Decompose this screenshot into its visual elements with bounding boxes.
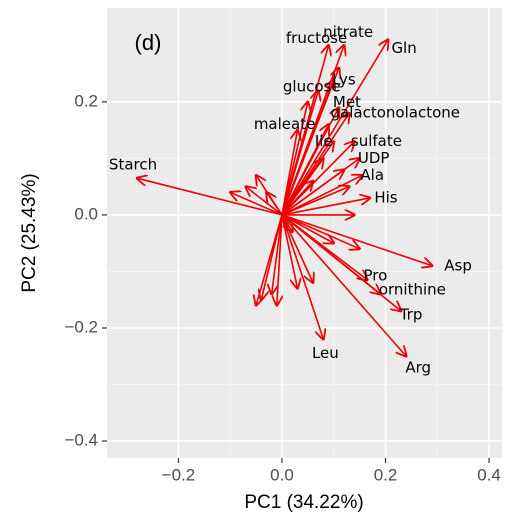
- variable-label: Lys: [332, 70, 356, 88]
- variable-label: nitrate: [323, 23, 373, 41]
- loading-arrow: [277, 214, 282, 305]
- variable-label: galactonolactone: [331, 104, 460, 122]
- variable-label: maleate: [254, 115, 316, 133]
- loading-arrow: [281, 79, 334, 216]
- variable-label: UDP: [358, 149, 390, 167]
- variable-label: Arg: [405, 359, 431, 377]
- y-tick-label: −0.2: [64, 317, 98, 336]
- loading-arrow: [281, 158, 323, 216]
- x-tick-label: 0.4: [477, 465, 501, 484]
- loading-arrow: [281, 198, 370, 216]
- variable-label: Pro: [364, 266, 388, 284]
- x-axis-title: PC1 (34.22%): [244, 492, 363, 513]
- loading-arrow: [281, 214, 401, 311]
- y-axis-title: PC2 (25.43%): [19, 173, 40, 292]
- loading-arrow: [256, 214, 283, 305]
- loading-arrow: [246, 187, 283, 216]
- loading-arrow: [137, 178, 283, 216]
- loading-arrow: [281, 214, 323, 339]
- loading-arrow: [281, 124, 329, 216]
- variable-label: sulfate: [351, 132, 402, 150]
- loading-arrow: [281, 102, 308, 216]
- loading-arrow: [281, 91, 318, 216]
- x-tick-label: −0.2: [162, 465, 196, 484]
- loading-arrow: [281, 214, 292, 232]
- loading-arrow: [281, 187, 349, 216]
- loading-arrow: [266, 192, 283, 216]
- x-tick-label: 0.2: [374, 465, 398, 484]
- loading-arrow: [281, 214, 406, 356]
- variable-label: Gln: [391, 39, 416, 57]
- x-tick-label: 0.0: [270, 465, 294, 484]
- variable-label: glucose: [283, 78, 341, 96]
- y-tick-label: −0.4: [64, 431, 98, 450]
- variable-label: Met: [333, 93, 361, 111]
- loading-arrow: [281, 214, 334, 243]
- variable-label: Ile: [315, 132, 333, 150]
- panel-label: (d): [135, 30, 162, 55]
- y-tick-label: 0.2: [74, 91, 98, 110]
- variable-label: Leu: [312, 344, 339, 362]
- variable-label: Trp: [399, 306, 423, 324]
- loading-arrow: [281, 181, 313, 216]
- loading-arrow: [230, 192, 283, 216]
- y-tick-label: 0.0: [74, 204, 98, 223]
- loading-arrow: [281, 170, 344, 216]
- loading-arrow: [281, 130, 298, 216]
- variable-label: ornithine: [379, 281, 446, 299]
- loading-arrow: [281, 214, 360, 249]
- variable-label: Starch: [109, 156, 157, 174]
- variable-label: fructose: [286, 29, 347, 47]
- loading-arrow: [272, 214, 283, 294]
- variable-label: His: [374, 188, 397, 206]
- loading-arrow: [281, 40, 388, 216]
- variable-label: Asp: [444, 256, 472, 274]
- variable-label: Ala: [360, 166, 384, 184]
- loading-arrow: [281, 175, 362, 216]
